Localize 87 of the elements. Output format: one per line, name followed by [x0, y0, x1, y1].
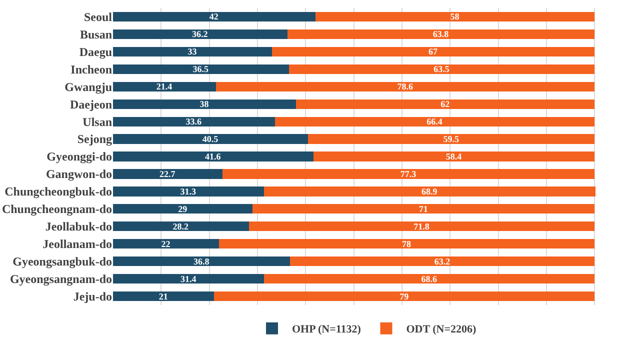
bar: [308, 134, 595, 144]
y-tick-label: Jeollanam-do: [42, 237, 112, 252]
data-label: 42: [209, 12, 219, 22]
bar: [113, 239, 219, 249]
data-label: 63.2: [434, 256, 451, 266]
y-tick-label: Gyeongsangbuk-do: [12, 254, 112, 269]
bar: [216, 82, 595, 92]
y-tick-label: Seoul: [84, 10, 113, 24]
bar: [264, 186, 596, 196]
bar: [113, 152, 314, 162]
data-label: 22.7: [160, 168, 176, 179]
bar: [290, 256, 595, 266]
data-label: 29: [178, 204, 188, 214]
y-tick-label: Jeollabuk-do: [45, 220, 112, 234]
bar: [288, 64, 595, 74]
data-label: 67: [428, 46, 438, 57]
bar: [252, 204, 595, 214]
bar: [113, 82, 216, 92]
data-label: 36.2: [192, 29, 208, 40]
bar: [113, 274, 264, 284]
y-tick-label: Incheon: [70, 62, 112, 76]
bar: [113, 256, 290, 266]
data-label: 40.5: [202, 134, 219, 144]
y-tick-label: Gwangju: [64, 80, 112, 94]
data-label: 63.8: [432, 29, 450, 40]
data-label: 78: [402, 238, 412, 249]
data-label: 66.4: [426, 116, 443, 127]
data-label: 22: [161, 238, 171, 249]
bar: [113, 116, 275, 126]
bar: [113, 46, 272, 56]
y-tick-label: Chungcheongnam-do: [2, 202, 112, 216]
bar: [218, 239, 595, 249]
data-label: 68.9: [422, 186, 438, 196]
bar: [315, 12, 595, 22]
data-label: 58.4: [446, 152, 462, 162]
data-label: 36.8: [193, 256, 210, 266]
data-label: 33.6: [186, 116, 202, 127]
data-label: 36.5: [192, 64, 210, 74]
bar: [113, 186, 264, 196]
bar: [274, 116, 595, 126]
bar: [214, 291, 595, 302]
bar: [113, 134, 308, 144]
y-tick-label: Daejeon: [70, 97, 112, 112]
data-label: 78.6: [397, 82, 414, 92]
data-label: 68.6: [421, 274, 438, 284]
data-label: 21.4: [156, 82, 173, 92]
y-tick-label: Gyeonggi-do: [46, 150, 112, 164]
data-label: 41.6: [205, 152, 222, 162]
y-tick-label: Gyeongsangnam-do: [10, 272, 112, 286]
data-label: 38: [200, 99, 210, 110]
bar: [113, 291, 214, 302]
data-label: 58: [450, 12, 460, 22]
bar: [264, 274, 595, 284]
bar: [222, 169, 595, 179]
y-tick-label: Jeju-do: [73, 289, 112, 304]
bar: [113, 169, 222, 179]
bar: [113, 204, 253, 214]
bar: [313, 152, 595, 162]
data-label: 79: [400, 291, 410, 302]
data-label: 59.5: [443, 134, 460, 144]
legend-label: OHP (N=1132): [292, 324, 362, 336]
y-tick-label: Chungcheongbuk-do: [4, 184, 112, 199]
bar: [113, 99, 296, 109]
data-label: 33: [188, 46, 198, 57]
bar: [296, 99, 595, 109]
data-label: 31.4: [180, 274, 197, 284]
y-tick-label: Ulsan: [82, 114, 112, 129]
bar: [287, 29, 595, 40]
y-tick-label: Busan: [80, 27, 112, 42]
data-label: 21: [158, 291, 168, 302]
data-label: 63.5: [434, 64, 450, 74]
legend-label: ODT (N=2206): [406, 324, 477, 336]
data-label: 62: [440, 99, 450, 110]
bar: [113, 12, 316, 22]
bar: [272, 46, 595, 56]
data-label: 31.3: [180, 186, 196, 196]
data-label: 71.8: [414, 221, 430, 232]
data-label: 71: [418, 204, 428, 214]
y-tick-label: Gangwon-do: [46, 167, 112, 182]
y-tick-label: Daegu: [79, 44, 112, 59]
bar: [248, 222, 595, 232]
y-tick-label: Sejong: [77, 132, 112, 146]
bar: [113, 64, 289, 74]
data-label: 77.3: [400, 168, 417, 179]
bar: [113, 222, 249, 232]
data-label: 28.2: [172, 221, 190, 232]
bar: [113, 29, 288, 40]
